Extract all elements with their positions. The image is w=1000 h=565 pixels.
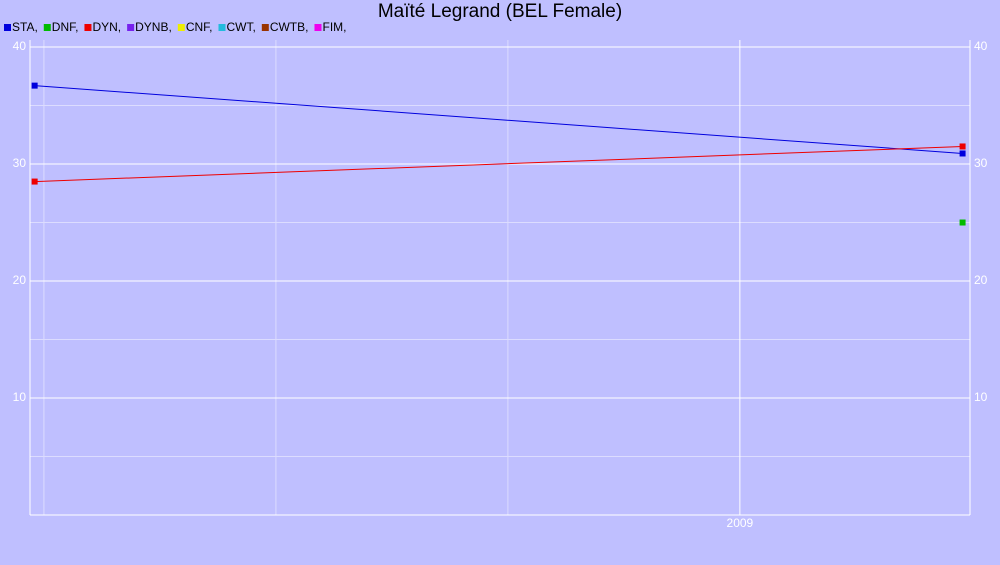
legend-swatch [261, 24, 269, 31]
legend-swatch [218, 24, 226, 31]
y-tick-label: 30 [13, 156, 27, 170]
y-tick-label: 40 [13, 39, 27, 53]
y2-tick-label: 40 [974, 39, 988, 53]
legend-swatch [314, 24, 322, 31]
legend-label: CNF, [186, 20, 213, 34]
chart-title: Maïté Legrand (BEL Female) [378, 1, 622, 22]
legend-label: DYN, [92, 20, 121, 34]
data-point [31, 178, 38, 185]
data-point [959, 150, 966, 157]
legend-swatch [177, 24, 185, 31]
y2-tick-label: 20 [974, 273, 988, 287]
series-line [34, 85, 963, 154]
legend-swatch [4, 24, 11, 31]
y2-tick-label: 10 [974, 390, 988, 404]
data-point [959, 219, 966, 226]
legend-swatch [43, 24, 51, 31]
legend-label: DYNB, [135, 20, 172, 34]
legend-label: STA, [12, 20, 38, 34]
y-tick-label: 20 [13, 273, 27, 287]
data-point [959, 143, 966, 150]
legend-swatch [84, 24, 92, 31]
y-tick-label: 10 [13, 390, 27, 404]
series-line [34, 145, 963, 183]
legend-label: FIM, [322, 20, 346, 34]
data-point [31, 82, 38, 89]
legend-label: CWT, [226, 20, 255, 34]
y2-tick-label: 30 [974, 156, 988, 170]
x-tick-label: 2009 [727, 516, 754, 530]
legend-label: CWTB, [270, 20, 309, 34]
legend-label: DNF, [52, 20, 79, 34]
legend-swatch [127, 24, 135, 31]
